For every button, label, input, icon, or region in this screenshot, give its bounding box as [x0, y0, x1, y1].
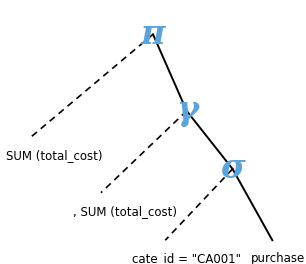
- Text: , SUM (total_cost): , SUM (total_cost): [73, 205, 177, 218]
- Text: purchase: purchase: [251, 252, 305, 264]
- Text: γ: γ: [176, 95, 198, 128]
- Text: SUM (total_cost): SUM (total_cost): [6, 149, 103, 162]
- Text: π: π: [141, 18, 165, 51]
- Text: σ: σ: [220, 153, 245, 185]
- Text: cate_id = "CA001": cate_id = "CA001": [132, 252, 241, 264]
